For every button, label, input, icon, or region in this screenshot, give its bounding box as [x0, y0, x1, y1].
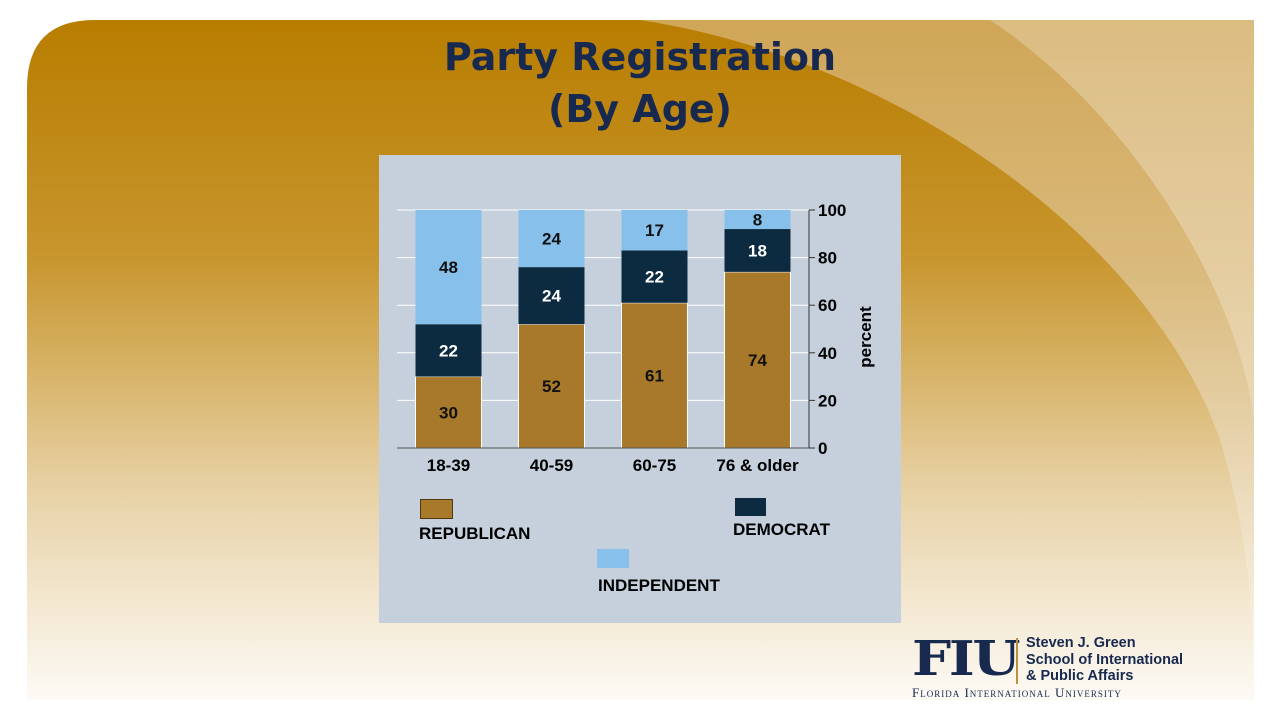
data-label: 24	[542, 230, 561, 249]
y-tick-label: 100	[818, 201, 846, 220]
legend-label-independent: INDEPENDENT	[598, 576, 720, 595]
bar-segment-democrat	[415, 324, 482, 377]
bar-segment-republican	[724, 271, 791, 449]
fiu-logo: FIU Steven J. Green School of Internatio…	[912, 634, 1212, 704]
y-tick-label: 20	[818, 391, 837, 410]
bar-segment-independent	[518, 210, 585, 268]
school-name-line2: School of International	[1026, 652, 1184, 668]
x-tick-label: 40-59	[530, 456, 573, 475]
data-label: 48	[439, 258, 458, 277]
data-label: 22	[645, 268, 664, 287]
stacked-bar-chart: 30 22 48 52 24 24 61 22 17 74 18 8 0 20 40 60 80 100 18-3…	[397, 201, 875, 475]
y-tick-label: 40	[818, 344, 837, 363]
data-label: 24	[542, 287, 561, 306]
axes: 0 20 40 60 80 100 18-39 40-59 60-75 76 & older	[397, 201, 846, 475]
slide-title-line1: Party Registration	[443, 35, 837, 79]
legend-swatch-independent	[597, 549, 629, 568]
data-label: 61	[645, 366, 664, 385]
data-label: 74	[748, 351, 767, 370]
chart-panel: 30 22 48 52 24 24 61 22 17 74 18 8 0 20 40 60 80 100 18-3…	[379, 155, 901, 623]
legend-label-democrat: DEMOCRAT	[733, 520, 830, 539]
fiu-wordmark: FIU	[912, 631, 1021, 687]
bar-segment-republican	[621, 302, 688, 449]
bar-segment-independent	[724, 210, 791, 230]
data-label: 17	[645, 221, 664, 240]
y-tick-label: 60	[818, 296, 837, 315]
y-axis-title: percent	[856, 306, 875, 368]
university-name: Florida International University	[912, 685, 1122, 700]
data-label: 18	[748, 241, 767, 260]
legend-swatch-democrat	[735, 498, 766, 516]
school-name-line3: & Public Affairs	[1026, 668, 1134, 684]
data-label: 8	[753, 211, 762, 230]
school-name-line1: Steven J. Green	[1026, 635, 1136, 651]
y-tick-label: 0	[818, 439, 827, 458]
legend-label-republican: REPUBLICAN	[419, 524, 531, 543]
bar-segment-independent	[621, 210, 688, 251]
bar-segment-democrat	[518, 267, 585, 325]
data-label: 52	[542, 377, 561, 396]
x-tick-label: 18-39	[427, 456, 470, 475]
bar-segment-independent	[415, 210, 482, 325]
y-tick-label: 80	[818, 249, 837, 268]
legend-swatch-republican	[420, 499, 453, 519]
bars	[415, 210, 791, 449]
slide-title-line2: (By Age)	[547, 87, 733, 131]
x-tick-label: 60-75	[633, 456, 676, 475]
logo-divider	[1016, 638, 1018, 684]
data-label: 22	[439, 341, 458, 360]
data-label: 30	[439, 403, 458, 422]
x-tick-label: 76 & older	[716, 456, 799, 475]
bar-segment-democrat	[724, 229, 791, 272]
bar-segment-democrat	[621, 250, 688, 303]
data-labels: 30 22 48 52 24 24 61 22 17 74 18 8	[439, 211, 767, 423]
